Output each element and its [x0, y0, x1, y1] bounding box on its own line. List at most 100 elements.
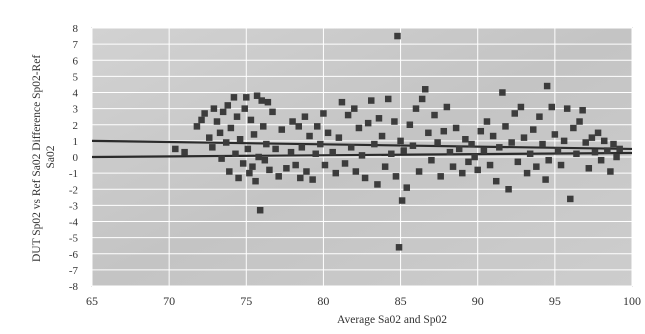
y-tick-label: 0: [73, 152, 79, 164]
data-point: [526, 150, 534, 158]
data-point: [368, 97, 375, 104]
data-point: [249, 163, 256, 170]
data-point: [591, 148, 599, 156]
x-tick-label: 70: [163, 294, 175, 308]
data-point: [224, 102, 232, 109]
data-point: [511, 110, 518, 117]
data-point: [381, 163, 389, 170]
data-point: [269, 108, 276, 116]
data-point: [219, 108, 227, 116]
data-point: [398, 197, 406, 204]
data-point: [209, 144, 216, 151]
data-point: [210, 105, 218, 112]
data-point: [422, 86, 429, 93]
data-point: [437, 173, 444, 180]
data-point: [486, 161, 494, 169]
data-point: [477, 127, 485, 135]
data-point: [206, 134, 213, 141]
data-point: [230, 94, 238, 101]
data-point: [548, 103, 556, 111]
data-point: [480, 147, 488, 154]
data-point: [261, 156, 269, 164]
x-tick-label: 100: [623, 294, 641, 308]
data-point: [425, 129, 432, 137]
data-point: [446, 148, 454, 156]
data-point: [597, 156, 605, 164]
data-point: [375, 115, 383, 122]
data-point: [321, 161, 329, 169]
data-point: [332, 169, 340, 177]
data-point: [258, 97, 265, 104]
data-point: [579, 106, 586, 114]
data-point: [412, 105, 420, 112]
data-point: [539, 140, 546, 148]
data-point: [604, 147, 611, 154]
data-point: [520, 134, 528, 141]
data-point: [428, 156, 435, 164]
x-tick-label: 65: [86, 294, 98, 308]
data-point: [508, 139, 515, 146]
data-point: [391, 118, 398, 125]
data-point: [594, 129, 602, 137]
data-point: [222, 139, 230, 146]
data-point: [551, 131, 559, 138]
y-tick-label: 1: [73, 136, 79, 148]
data-point: [352, 168, 360, 175]
data-point: [292, 161, 299, 169]
data-point: [263, 140, 270, 148]
data-point: [397, 137, 404, 145]
data-point: [474, 166, 481, 174]
data-point: [181, 148, 188, 156]
data-point: [236, 136, 244, 143]
data-point: [434, 139, 441, 146]
data-point: [317, 140, 324, 148]
y-axis-label: DUT Sp02 vs Ref Sa02 Difference Sp02-Ref…: [31, 52, 57, 262]
data-point: [272, 145, 279, 153]
data-point: [443, 103, 451, 111]
data-point: [266, 166, 273, 174]
data-point: [489, 132, 497, 140]
data-point: [567, 195, 574, 203]
data-point: [378, 132, 386, 140]
y-tick-label: 3: [73, 104, 79, 116]
data-point: [247, 116, 255, 124]
data-point: [543, 82, 551, 90]
y-tick-label: -1: [69, 168, 78, 180]
data-point: [560, 137, 568, 145]
data-point: [255, 153, 262, 161]
data-point: [465, 158, 472, 166]
y-axis-ticks: 8 7 6 5 4 3 2 1 0 -1 -2 -3 -4 -5 -6 -7 -8: [69, 23, 79, 293]
data-point: [523, 169, 531, 177]
data-point: [253, 92, 261, 99]
data-point: [449, 163, 457, 170]
x-tick-label: 75: [240, 294, 252, 308]
data-point: [320, 110, 327, 117]
data-point: [576, 118, 583, 125]
data-point: [418, 95, 426, 103]
data-point: [585, 165, 593, 172]
data-point: [309, 176, 316, 183]
data-point: [213, 118, 221, 125]
data-point: [530, 126, 537, 133]
y-axis-label-line-2: Sa02: [45, 145, 57, 168]
data-point: [278, 126, 286, 133]
data-point: [312, 150, 319, 158]
data-point: [468, 140, 475, 148]
data-point: [298, 144, 306, 151]
data-point: [250, 131, 258, 138]
data-point: [226, 168, 233, 175]
data-point: [455, 145, 463, 153]
data-point: [392, 173, 400, 180]
y-tick-label: -2: [69, 184, 78, 196]
data-point: [239, 160, 247, 167]
data-point: [193, 123, 201, 130]
data-point: [216, 129, 224, 137]
data-point: [462, 136, 469, 143]
x-tick-label: 85: [395, 294, 407, 308]
y-tick-label: 6: [73, 55, 79, 67]
x-tick-label: 95: [549, 294, 561, 308]
data-point: [514, 158, 522, 166]
y-tick-label: -4: [69, 217, 79, 229]
